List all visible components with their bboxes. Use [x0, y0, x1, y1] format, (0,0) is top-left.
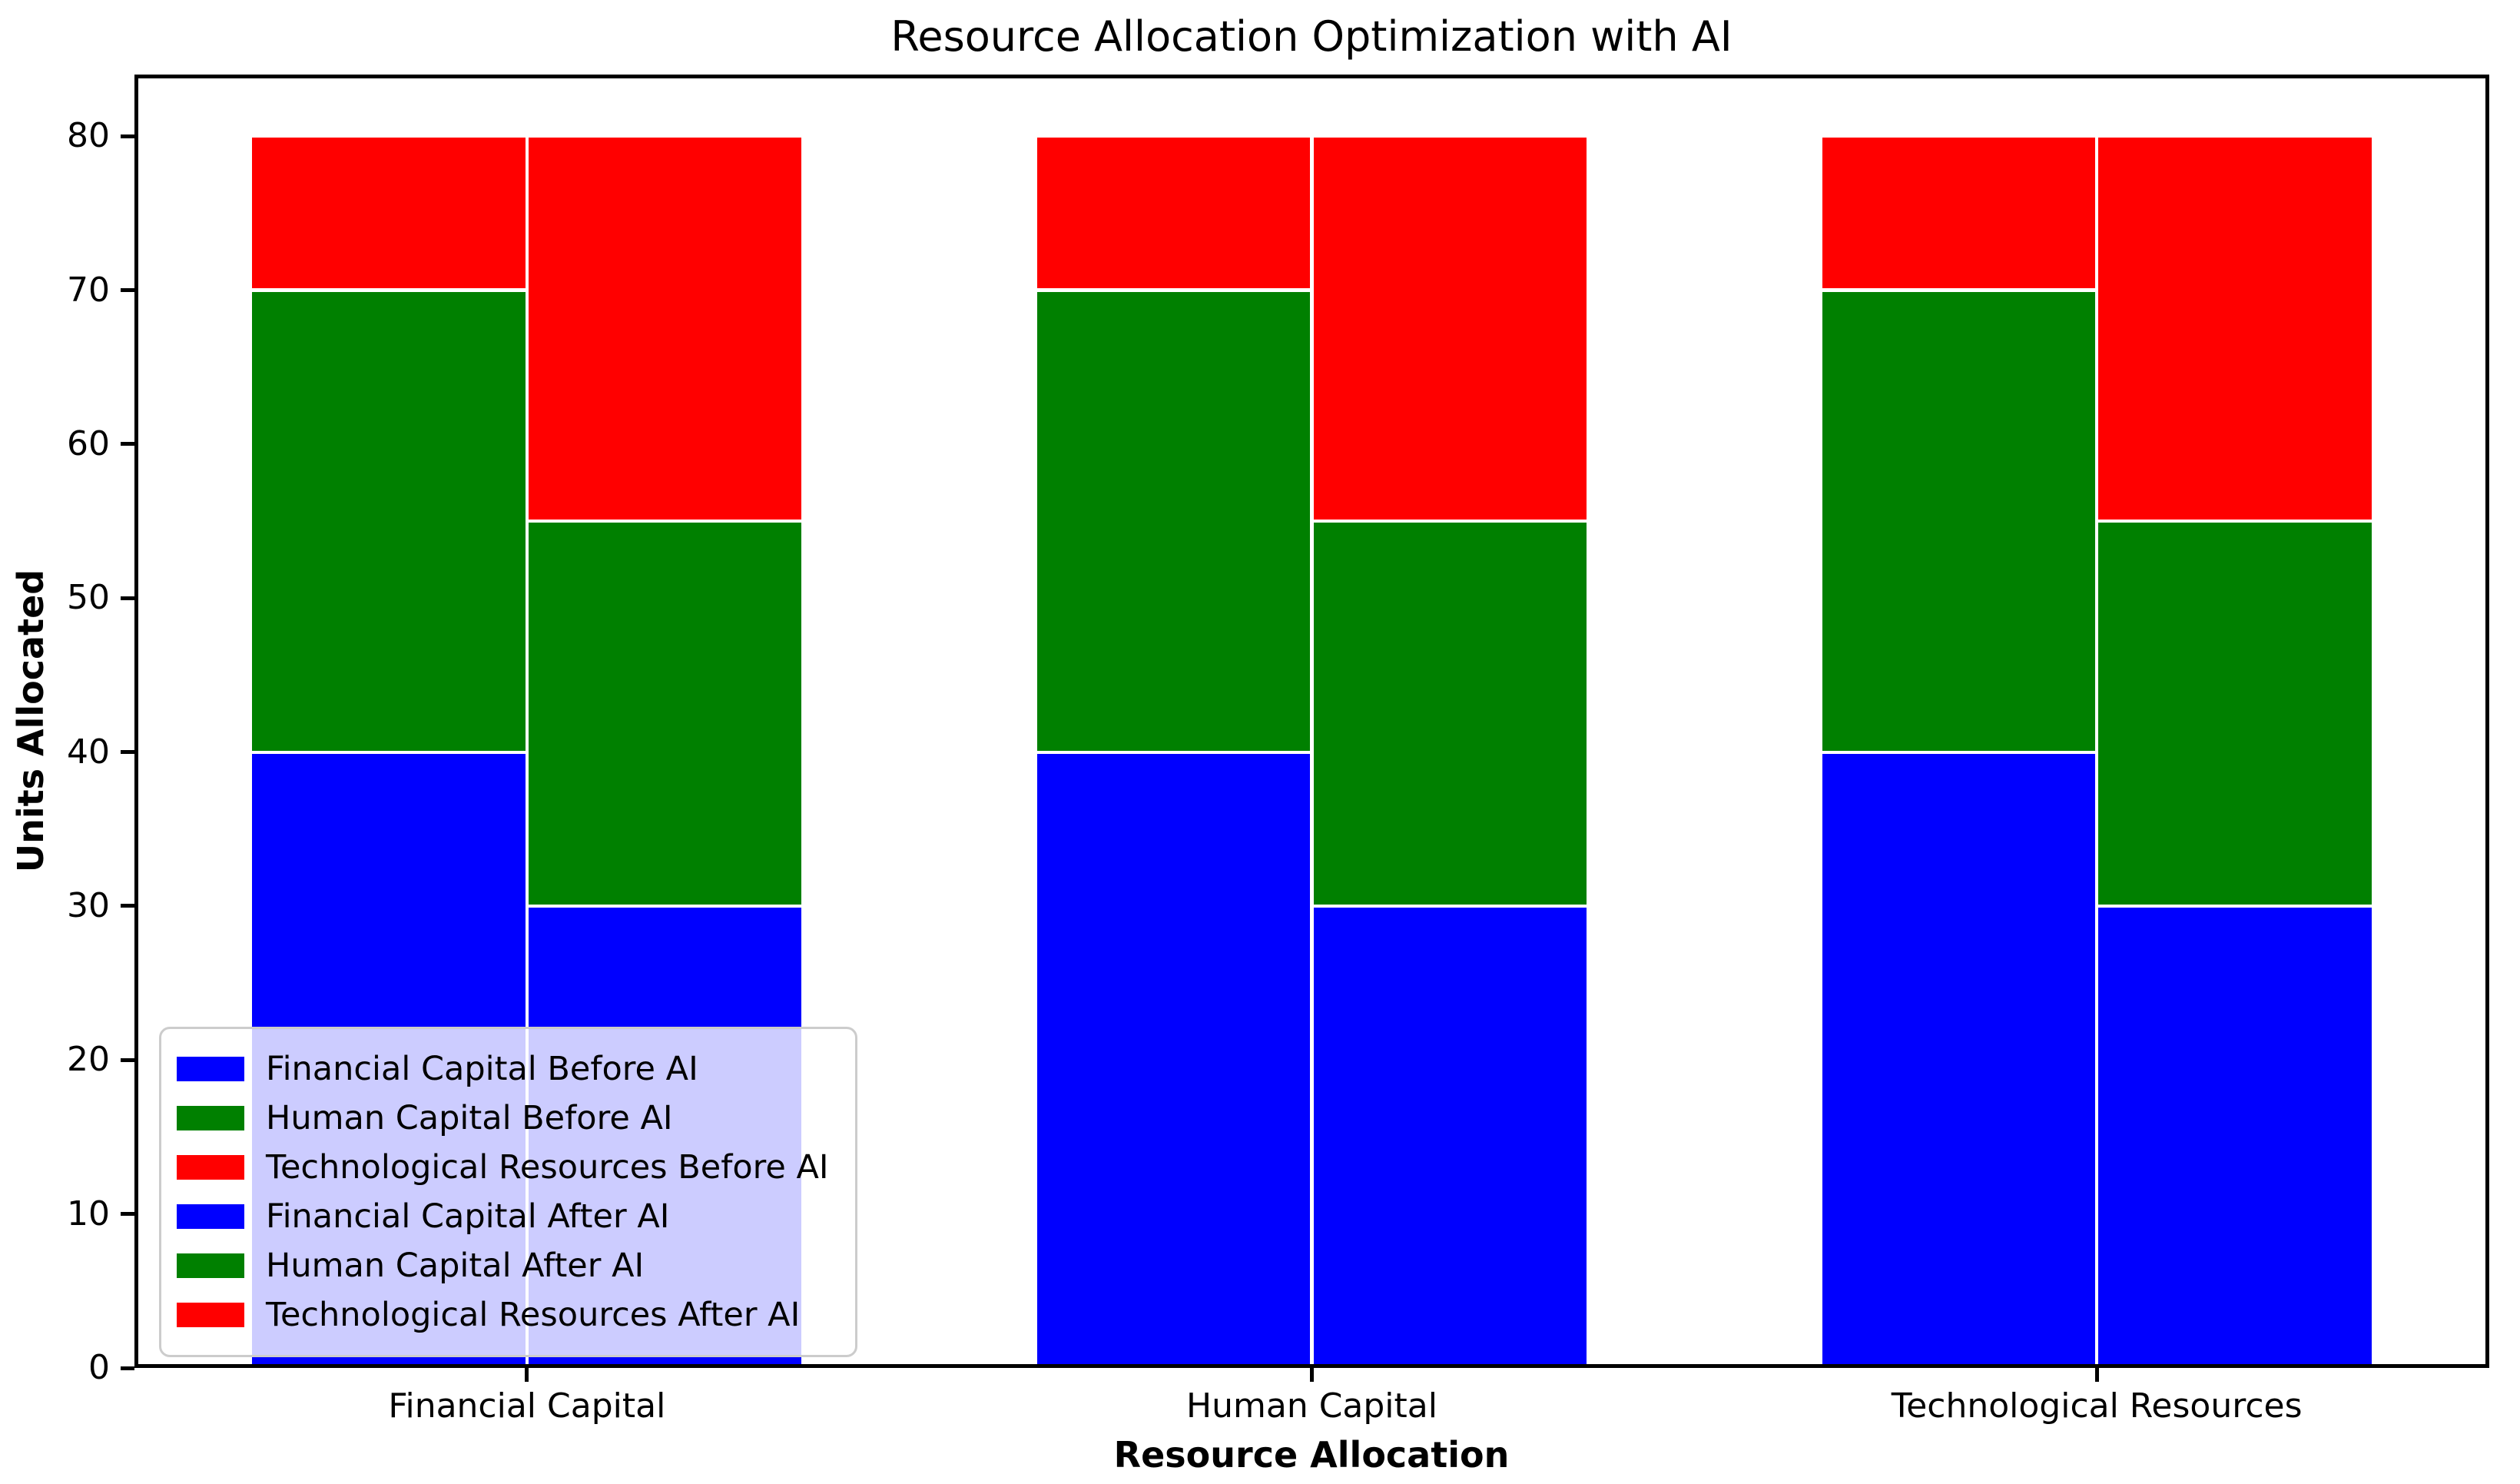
- y-tick-label: 10: [67, 1194, 110, 1233]
- y-tick-label: 50: [67, 578, 110, 618]
- y-tick-label: 40: [67, 732, 110, 772]
- bar-segment: [2097, 136, 2373, 522]
- bar-segment: [1820, 752, 2097, 1368]
- x-tick-label: Technological Resources: [1891, 1386, 2303, 1426]
- chart-title: Resource Allocation Optimization with AI: [890, 12, 1732, 61]
- bar-segment: [2097, 521, 2373, 906]
- legend-label: Technological Resources Before AI: [266, 1147, 829, 1187]
- bar-segment: [250, 136, 527, 290]
- y-tick-mark: [121, 1366, 134, 1370]
- bar-segment: [1035, 752, 1312, 1368]
- legend-item: Technological Resources Before AI: [177, 1143, 829, 1192]
- legend-swatch: [177, 1057, 244, 1081]
- legend-item: Financial Capital After AI: [177, 1192, 829, 1241]
- bar-segment: [526, 136, 804, 522]
- bar-segment: [1311, 136, 1589, 522]
- legend-swatch: [177, 1106, 244, 1130]
- legend-item: Human Capital After AI: [177, 1241, 829, 1290]
- legend-item: Human Capital Before AI: [177, 1094, 829, 1143]
- bar-segment: [250, 290, 527, 752]
- plot-area: Financial Capital Before AI Human Capital…: [134, 75, 2489, 1368]
- y-tick-mark: [121, 134, 134, 138]
- bar-segment: [1311, 521, 1589, 906]
- legend-label: Technological Resources After AI: [266, 1295, 801, 1334]
- y-tick-mark: [121, 1212, 134, 1217]
- legend-swatch: [177, 1253, 244, 1278]
- y-tick-label: 60: [67, 423, 110, 463]
- x-axis-label: Resource Allocation: [1113, 1434, 1510, 1476]
- legend-label: Financial Capital After AI: [266, 1197, 670, 1236]
- y-tick-mark: [121, 288, 134, 292]
- bar-segment: [1820, 290, 2097, 752]
- y-axis-label: Units Allocated: [10, 569, 51, 873]
- bar-segment: [526, 521, 804, 906]
- bar-segment: [1820, 136, 2097, 290]
- y-tick-label: 20: [67, 1040, 110, 1080]
- x-tick-mark: [2094, 1368, 2099, 1382]
- legend-label: Human Capital Before AI: [266, 1098, 673, 1137]
- bar-segment: [1311, 905, 1589, 1368]
- x-tick-mark: [525, 1368, 529, 1382]
- y-tick-mark: [121, 904, 134, 908]
- y-tick-label: 80: [67, 116, 110, 156]
- legend-item: Financial Capital Before AI: [177, 1044, 829, 1094]
- legend-label: Human Capital After AI: [266, 1246, 645, 1285]
- legend-swatch: [177, 1303, 244, 1327]
- x-tick-mark: [1310, 1368, 1314, 1382]
- legend-swatch: [177, 1155, 244, 1180]
- y-tick-label: 0: [88, 1348, 110, 1387]
- y-tick-mark: [121, 596, 134, 600]
- x-tick-label: Financial Capital: [388, 1386, 666, 1426]
- legend-label: Financial Capital Before AI: [266, 1049, 698, 1088]
- y-tick-label: 70: [67, 270, 110, 310]
- y-tick-mark: [121, 1057, 134, 1062]
- x-tick-label: Human Capital: [1186, 1386, 1437, 1426]
- y-tick-mark: [121, 442, 134, 447]
- y-tick-label: 30: [67, 885, 110, 925]
- legend-item: Technological Resources After AI: [177, 1290, 829, 1340]
- bar-segment: [1035, 136, 1312, 290]
- bar-segment: [2097, 905, 2373, 1368]
- bar-segment: [1035, 290, 1312, 752]
- legend-swatch: [177, 1204, 244, 1229]
- legend: Financial Capital Before AI Human Capital…: [159, 1027, 857, 1357]
- y-tick-mark: [121, 750, 134, 755]
